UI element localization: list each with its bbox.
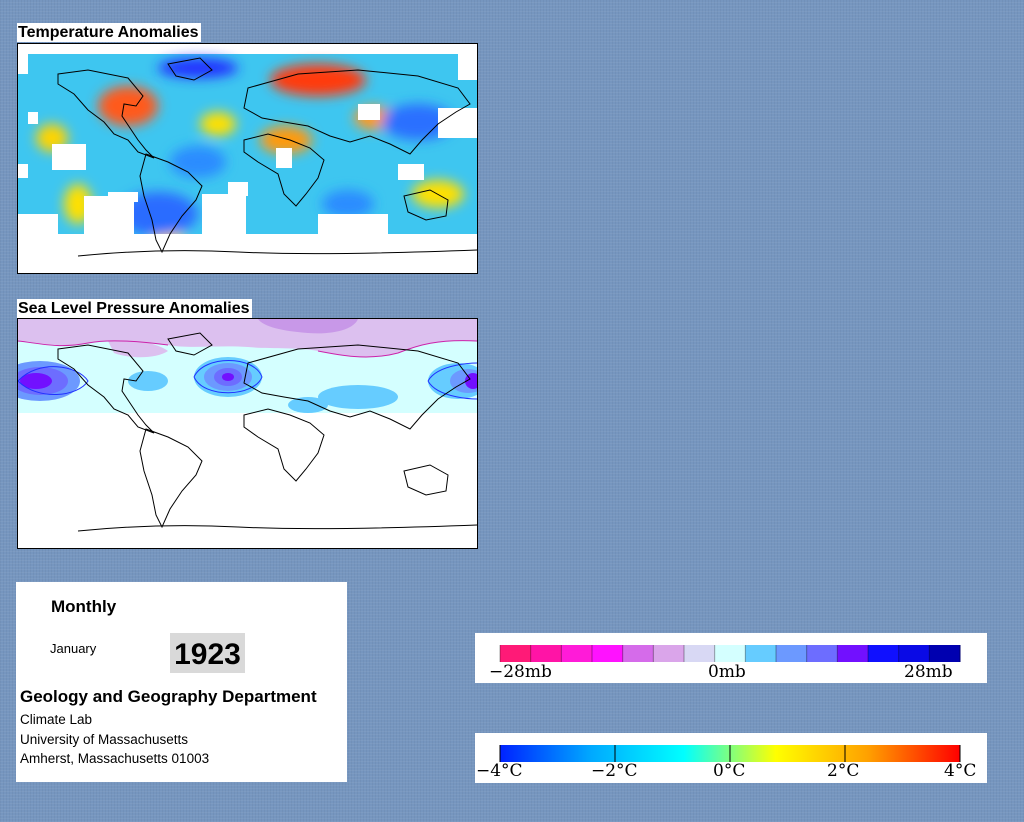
temp-scale-label-0: 0°C	[713, 761, 746, 781]
pressure-scale-max-label: 28mb	[904, 662, 953, 682]
pressure-map-title: Sea Level Pressure Anomalies	[17, 299, 252, 318]
pressure-anomaly-map	[17, 318, 478, 549]
temp-scale-label-minus2: −2°C	[591, 761, 638, 781]
temp-scale-label-minus4: −4°C	[476, 761, 523, 781]
university-name: University of Massachusetts	[20, 732, 189, 747]
temperature-color-scale: −4°C −2°C 0°C 2°C 4°C	[475, 733, 987, 783]
pressure-swatch	[592, 645, 624, 662]
pressure-swatch	[653, 645, 685, 662]
department-name: Geology and Geography Department	[20, 687, 317, 706]
frequency-label: Monthly	[51, 597, 117, 616]
pressure-swatch	[776, 645, 808, 662]
pressure-map-canvas	[18, 319, 477, 548]
temperature-colorbar	[499, 745, 961, 762]
pressure-swatch	[929, 645, 961, 662]
temp-scale-label-2: 2°C	[827, 761, 860, 781]
pressure-swatch	[837, 645, 869, 662]
pressure-swatch	[500, 645, 532, 662]
temperature-map-canvas	[18, 44, 477, 273]
pressure-swatch	[745, 645, 777, 662]
pressure-swatch	[868, 645, 900, 662]
pressure-colorbar	[499, 645, 961, 662]
year-display: 1923	[170, 633, 245, 673]
temperature-map-title: Temperature Anomalies	[17, 23, 201, 42]
pressure-swatch	[806, 645, 838, 662]
pressure-swatch	[530, 645, 562, 662]
address-line: Amherst, Massachusetts 01003	[20, 751, 210, 766]
info-panel: Monthly January 1923 Geology and Geograp…	[16, 582, 347, 782]
temp-scale-label-4: 4°C	[944, 761, 977, 781]
lab-name: Climate Lab	[20, 712, 93, 727]
pressure-swatch	[561, 645, 593, 662]
temperature-anomaly-map	[17, 43, 478, 274]
month-label: January	[50, 641, 97, 656]
pressure-scale-min-label: −28mb	[489, 662, 552, 682]
pressure-scale-zero-label: 0mb	[708, 662, 746, 682]
pressure-swatch	[898, 645, 930, 662]
pressure-color-scale: −28mb 0mb 28mb	[475, 633, 987, 683]
pressure-swatch	[684, 645, 716, 662]
pressure-swatch	[714, 645, 746, 662]
pressure-swatch	[622, 645, 654, 662]
